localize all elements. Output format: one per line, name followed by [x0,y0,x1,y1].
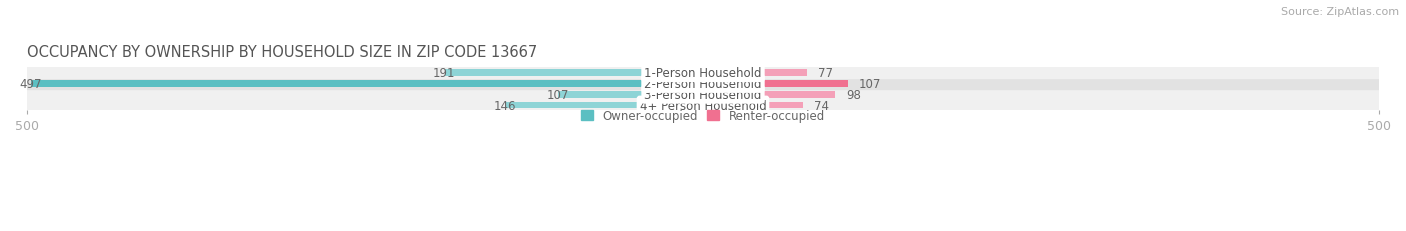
Text: 74: 74 [814,99,830,112]
Legend: Owner-occupied, Renter-occupied: Owner-occupied, Renter-occupied [576,105,830,128]
Bar [27,100,1379,111]
Text: 77: 77 [818,67,832,80]
Text: 2-Person Household: 2-Person Household [644,78,762,91]
Bar [27,68,1379,79]
Text: 497: 497 [20,78,42,91]
Text: 3-Person Household: 3-Person Household [644,88,762,101]
Bar [703,70,807,77]
Text: 107: 107 [547,88,569,101]
Bar [27,89,1379,100]
Bar [558,91,703,98]
Bar [444,70,703,77]
Text: Source: ZipAtlas.com: Source: ZipAtlas.com [1281,7,1399,17]
Text: 146: 146 [494,99,516,112]
Bar [506,102,703,109]
Text: 107: 107 [859,78,880,91]
Text: 4+ Person Household: 4+ Person Household [640,99,766,112]
Bar [703,102,803,109]
Bar [703,91,835,98]
Text: OCCUPANCY BY OWNERSHIP BY HOUSEHOLD SIZE IN ZIP CODE 13667: OCCUPANCY BY OWNERSHIP BY HOUSEHOLD SIZE… [27,45,537,60]
Bar [31,81,703,87]
Bar [27,79,1379,89]
Text: 1-Person Household: 1-Person Household [644,67,762,80]
Text: 98: 98 [846,88,862,101]
Bar [703,81,848,87]
Text: 191: 191 [433,67,456,80]
